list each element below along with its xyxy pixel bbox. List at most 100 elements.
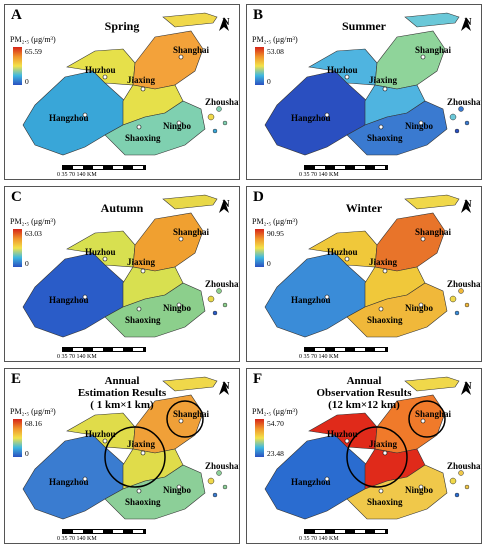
legend-colorbar (255, 229, 264, 267)
city-label-jiaxing: Jiaxing (369, 257, 398, 267)
city-label-hangzhou: Hangzhou (49, 113, 89, 123)
city-label-jiaxing: Jiaxing (369, 75, 398, 85)
city-label-jiaxing: Jiaxing (127, 439, 156, 449)
north-arrow: N (219, 199, 233, 213)
scale-bar (62, 165, 146, 170)
scale-bar (304, 529, 388, 534)
city-label-shanghai: Shanghai (173, 45, 210, 55)
city-marker (136, 306, 142, 312)
highlight-circles (104, 400, 204, 488)
city-label-jiaxing: Jiaxing (127, 75, 156, 85)
city-label-shanghai: Shanghai (173, 227, 210, 237)
city-label-ningbo: Ningbo (163, 303, 192, 313)
city-label-huzhou: Huzhou (327, 429, 358, 439)
panel-title: Winter (345, 201, 383, 215)
city-label-shaoxing: Shaoxing (367, 497, 403, 507)
city-marker (378, 488, 384, 494)
city-marker (382, 268, 388, 274)
city-label-huzhou: Huzhou (85, 247, 116, 257)
city-label-huzhou: Huzhou (327, 247, 358, 257)
zhoushan-island (454, 492, 460, 498)
city-label-hangzhou: Hangzhou (291, 477, 331, 487)
city-label-shaoxing: Shaoxing (125, 133, 161, 143)
city-marker (420, 418, 426, 424)
city-label-ningbo: Ningbo (163, 485, 192, 495)
legend-min: 0 (25, 77, 29, 86)
panel-letter: D (253, 189, 264, 205)
city-label-ningbo: Ningbo (405, 121, 434, 131)
city-marker (136, 124, 142, 130)
zhoushan-island (458, 106, 464, 112)
scale-bar (62, 347, 146, 352)
city-label-jiaxing: Jiaxing (127, 257, 156, 267)
legend-colorbar (255, 419, 264, 457)
city-marker (378, 124, 384, 130)
region-south (346, 464, 448, 520)
zhoushan-island (222, 484, 228, 490)
north-arrow: N (219, 381, 233, 395)
chongming-island (162, 376, 218, 392)
city-marker (382, 450, 388, 456)
city-label-shanghai: Shanghai (173, 409, 210, 419)
panel-title: Summer (342, 19, 386, 33)
city-marker (344, 74, 350, 80)
legend-colorbar (13, 229, 22, 267)
zhoushan-island (207, 113, 215, 121)
north-arrow: N (219, 17, 233, 31)
north-arrow: N (461, 17, 475, 31)
city-label-ningbo: Ningbo (405, 303, 434, 313)
zhoushan-island (212, 492, 218, 498)
city-marker (140, 450, 146, 456)
panel-title: Spring (104, 19, 140, 33)
scale-ticks: 0 35 70 140 KM (299, 536, 339, 542)
panel-e: E Annual Estimation Results( 1 km×1 km) PM₂… (4, 368, 240, 544)
city-label-huzhou: Huzhou (85, 65, 116, 75)
zhoushan-island (464, 120, 470, 126)
city-marker (420, 54, 426, 60)
region-south (104, 100, 206, 156)
city-label-shaoxing: Shaoxing (367, 315, 403, 325)
scale-ticks: 0 35 70 140 KM (57, 536, 97, 542)
panel-b: B Summer PM₂.₅ (μg/m³) 53.08 0 N Shanghai Huzho… (246, 4, 482, 180)
chongming-island (404, 194, 460, 210)
zhoushan-island (458, 288, 464, 294)
city-label-hangzhou: Hangzhou (49, 295, 89, 305)
city-label-ningbo: Ningbo (405, 485, 434, 495)
city-label-shaoxing: Shaoxing (367, 133, 403, 143)
zhoushan-island (207, 477, 215, 485)
city-marker (176, 120, 182, 126)
legend-unit: PM₂.₅ (μg/m³) (10, 35, 56, 44)
zhoushan-island (464, 484, 470, 490)
city-label-shaoxing: Shaoxing (125, 315, 161, 325)
panel-title: Autumn (100, 201, 144, 215)
zhoushan-island (449, 477, 457, 485)
city-marker (418, 302, 424, 308)
panel-letter: A (11, 7, 22, 23)
city-label-huzhou: Huzhou (85, 429, 116, 439)
legend-min: 0 (25, 259, 29, 268)
legend-max: 53.08 (267, 47, 284, 56)
region-south (104, 282, 206, 338)
legend-unit: PM₂.₅ (μg/m³) (252, 35, 298, 44)
scale-ticks: 0 35 70 140 KM (299, 172, 339, 178)
city-marker (82, 294, 88, 300)
zhoushan-island (222, 120, 228, 126)
zhoushan-island (216, 470, 222, 476)
city-marker (344, 438, 350, 444)
city-marker (140, 268, 146, 274)
zhoushan-island (458, 470, 464, 476)
legend-colorbar (255, 47, 264, 85)
city-label-zhoushan: Zhoushan (447, 97, 482, 107)
panel-title: Annual (346, 375, 382, 387)
legend-colorbar (13, 47, 22, 85)
region-south (346, 282, 448, 338)
panel-letter: E (11, 371, 22, 387)
zhoushan-island (212, 128, 218, 134)
city-marker (102, 438, 108, 444)
zhoushan-island (216, 288, 222, 294)
city-marker (102, 74, 108, 80)
chongming-island (162, 12, 218, 28)
chongming-island (404, 12, 460, 28)
region-south (104, 464, 206, 520)
city-marker (178, 418, 184, 424)
